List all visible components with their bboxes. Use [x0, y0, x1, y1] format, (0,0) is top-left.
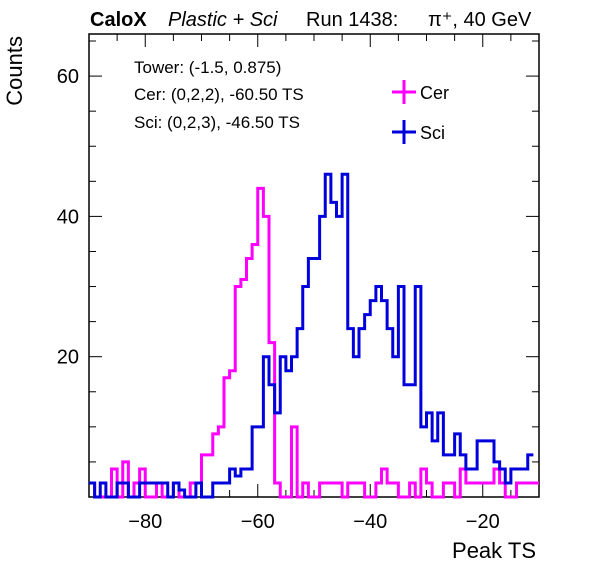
y-tick-label: 20	[57, 347, 79, 369]
chart-title-run: Run 1438:	[306, 9, 398, 31]
histogram-series	[89, 172, 539, 499]
x-tick-label: −40	[353, 511, 387, 533]
y-tick-label: 40	[57, 206, 79, 228]
info-sci: Sci: (0,2,3), -46.50 TS	[134, 113, 300, 132]
legend-sci-label: Sci	[420, 123, 445, 143]
info-tower: Tower: (-1.5, 0.875)	[134, 58, 281, 77]
x-axis-label: Peak TS	[452, 538, 536, 563]
x-tick-label: −60	[241, 511, 275, 533]
chart-title-brand: CaloX	[90, 9, 147, 31]
legend-sci-marker	[392, 120, 416, 144]
chart-title-material: Plastic + Sci	[168, 9, 278, 31]
legend-cer-marker	[392, 80, 416, 104]
x-tick-label: −20	[466, 511, 500, 533]
chart-title-particle: π⁺, 40 GeV	[428, 9, 532, 31]
legend: Cer Sci	[392, 80, 449, 144]
y-axis-label: Counts	[2, 36, 27, 106]
histogram-line-cer	[89, 186, 539, 499]
y-tick-labels: 20 40 60	[57, 66, 79, 369]
y-tick-label: 60	[57, 66, 79, 88]
histogram-line-sci	[89, 172, 534, 499]
x-tick-label: −80	[128, 511, 162, 533]
axis-ticks	[89, 34, 539, 497]
legend-cer-label: Cer	[420, 83, 449, 103]
info-cer: Cer: (0,2,2), -60.50 TS	[134, 85, 304, 104]
x-tick-labels: −80 −60 −40 −20	[128, 511, 499, 533]
